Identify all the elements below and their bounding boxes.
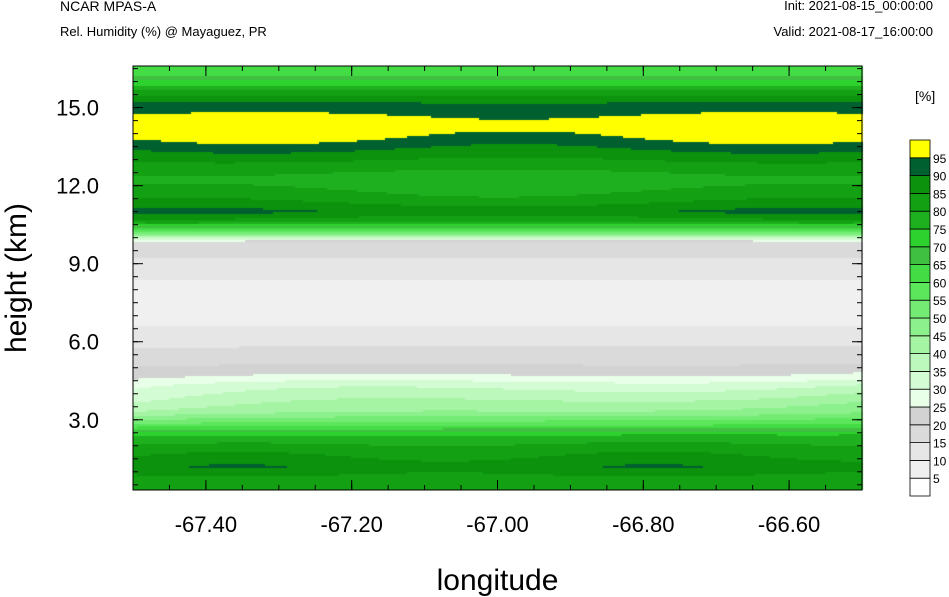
- colorbar-level-label: 25: [933, 401, 947, 415]
- colorbar-box: [909, 317, 931, 337]
- colorbar-box: [909, 175, 931, 194]
- colorbar-box: [909, 406, 931, 426]
- chart-subtitle: Rel. Humidity (%) @ Mayaguez, PR: [60, 24, 267, 39]
- colorbar-level-label: 60: [933, 276, 947, 290]
- colorbar-unit: [%]: [915, 88, 935, 104]
- valid-time: Valid: 2021-08-17_16:00:00: [773, 24, 934, 39]
- colorbar-box: [909, 388, 931, 408]
- y-tick-label: 12.0: [56, 174, 99, 199]
- colorbar-level-label: 10: [933, 454, 947, 468]
- colorbar-level-label: 80: [933, 205, 947, 219]
- colorbar-box: [909, 210, 931, 230]
- y-tick-label: 9.0: [68, 252, 99, 277]
- colorbar-box: [909, 281, 931, 301]
- colorbar-box: [909, 228, 931, 248]
- y-tick-label: 3.0: [68, 408, 99, 433]
- colorbar-level-label: 15: [933, 437, 947, 451]
- colorbar-box: [909, 459, 931, 479]
- colorbar-level-label: 30: [933, 383, 947, 397]
- x-tick-label: -66.60: [758, 512, 820, 537]
- x-tick-label: -67.20: [321, 512, 383, 537]
- x-tick-label: -67.40: [175, 512, 237, 537]
- y-axis-label: height (km): [0, 203, 33, 353]
- colorbar-level-label: 70: [933, 241, 947, 255]
- x-tick-label: -66.80: [612, 512, 674, 537]
- colorbar-box: [909, 139, 931, 159]
- colorbar: 5 10 15 20 25 30 35 40 45 50 55 60 65 70 75 80 85 90 95: [909, 139, 947, 497]
- colorbar-level-label: 20: [933, 419, 947, 433]
- x-tick-label: -67.00: [466, 512, 528, 537]
- colorbar-box: [909, 370, 931, 390]
- y-tick-label: 6.0: [68, 330, 99, 355]
- colorbar-box: [909, 335, 931, 354]
- colorbar-box: [909, 157, 931, 177]
- y-axis: 3.0 6.0 9.0 12.0 15.0: [56, 68, 862, 486]
- colorbar-box: [909, 477, 931, 497]
- colorbar-level-label: 90: [933, 170, 947, 184]
- colorbar-level-label: 75: [933, 223, 947, 237]
- colorbar-box: [909, 264, 931, 283]
- colorbar-level-label: 45: [933, 330, 947, 344]
- colorbar-box: [909, 299, 931, 319]
- colorbar-level-label: 65: [933, 259, 947, 273]
- plot-frame: [132, 65, 863, 491]
- colorbar-box: [909, 442, 931, 461]
- colorbar-box: [909, 424, 931, 443]
- colorbar-level-label: 85: [933, 187, 947, 201]
- colorbar-level-label: 95: [933, 152, 947, 166]
- colorbar-box: [909, 192, 931, 212]
- colorbar-level-label: 50: [933, 312, 947, 326]
- colorbar-box: [909, 353, 931, 372]
- x-axis: -67.40 -67.20 -67.00 -66.80 -66.60: [168, 66, 827, 537]
- y-tick-label: 15.0: [56, 96, 99, 121]
- colorbar-level-label: 40: [933, 348, 947, 362]
- colorbar-level-label: 35: [933, 365, 947, 379]
- colorbar-box: [909, 246, 931, 266]
- x-axis-label: longitude: [437, 564, 559, 597]
- colorbar-level-label: 5: [933, 472, 940, 486]
- init-time: Init: 2021-08-15_00:00:00: [784, 0, 933, 13]
- model-title: NCAR MPAS-A: [60, 0, 157, 14]
- colorbar-level-label: 55: [933, 294, 947, 308]
